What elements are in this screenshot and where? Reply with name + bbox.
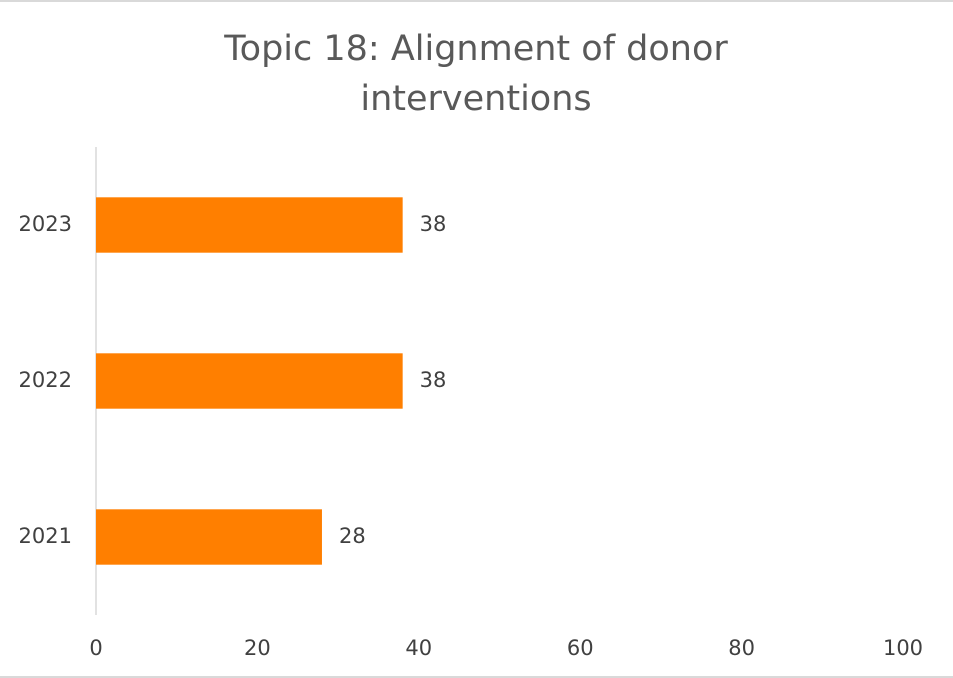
y-tick-label: 2023 — [19, 212, 72, 236]
x-tick-label: 20 — [244, 636, 271, 660]
x-tick-label: 0 — [89, 636, 102, 660]
x-tick-label: 60 — [567, 636, 594, 660]
x-tick-label: 100 — [883, 636, 923, 660]
y-tick-label: 2021 — [19, 524, 72, 548]
data-label: 28 — [339, 524, 366, 548]
bar — [96, 197, 403, 253]
chart-title: Topic 18: Alignment of donor interventio… — [224, 29, 728, 119]
data-label: 38 — [420, 368, 447, 392]
x-tick-label: 40 — [405, 636, 432, 660]
bar — [96, 509, 322, 565]
x-tick-label: 80 — [728, 636, 755, 660]
y-tick-label: 2022 — [19, 368, 72, 392]
bar — [96, 353, 403, 409]
data-label: 38 — [420, 212, 447, 236]
